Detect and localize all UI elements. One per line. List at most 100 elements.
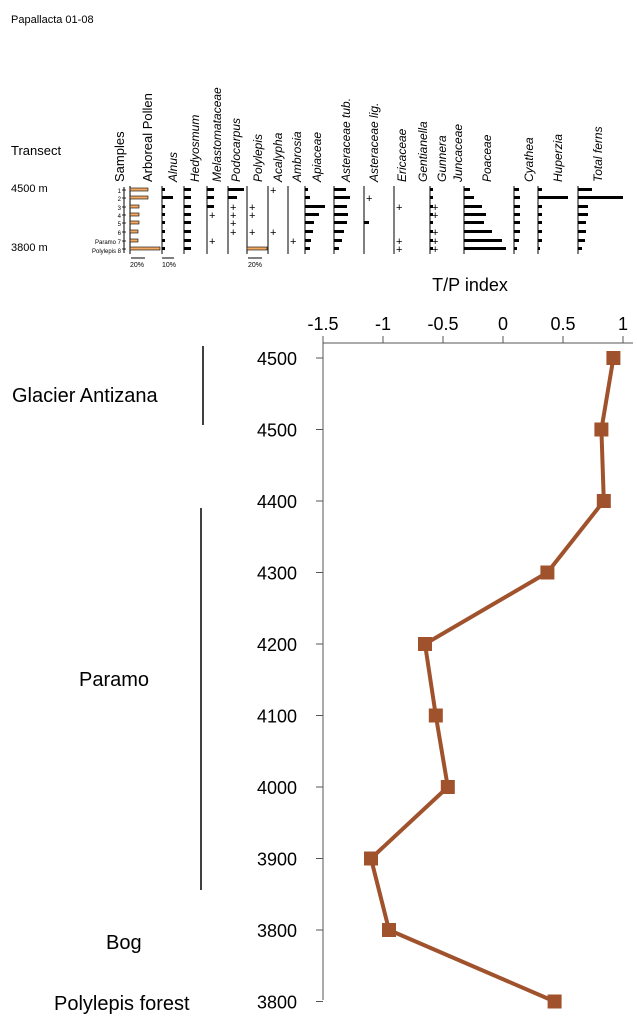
pollen-bar bbox=[578, 230, 586, 233]
pollen-bar bbox=[129, 212, 140, 217]
pollen-presence-mark: + bbox=[396, 236, 402, 248]
pollen-bar bbox=[184, 247, 191, 250]
pollen-presence-mark: + bbox=[432, 210, 438, 222]
y-tick-label: 3900 bbox=[257, 850, 297, 870]
x-tick-label: -1.5 bbox=[307, 314, 338, 334]
pollen-bar bbox=[364, 221, 369, 224]
data-point-marker bbox=[594, 422, 609, 437]
pollen-bar bbox=[162, 205, 165, 208]
data-point-marker bbox=[596, 494, 611, 508]
pollen-bar bbox=[162, 221, 165, 224]
pollen-bar bbox=[228, 196, 237, 199]
pollen-bar bbox=[334, 230, 344, 233]
pollen-bar bbox=[184, 188, 191, 191]
pollen-presence-mark: + bbox=[209, 210, 215, 222]
taxon-header-arboreal-pollen: Arboreal Pollen bbox=[140, 93, 155, 182]
pollen-bar bbox=[184, 239, 191, 242]
pollen-bar bbox=[430, 247, 433, 250]
sample-label: 1 bbox=[118, 189, 122, 195]
pollen-bar bbox=[334, 188, 346, 191]
pollen-bar bbox=[578, 213, 588, 216]
y-tick-label: 3800 bbox=[257, 921, 297, 941]
pollen-bar bbox=[514, 247, 517, 250]
data-point-marker bbox=[606, 351, 621, 365]
taxon-header-podocarpus: Podocarpus bbox=[229, 118, 243, 182]
pollen-bar bbox=[578, 247, 582, 250]
pollen-bar bbox=[514, 196, 520, 199]
y-tick-label: 4300 bbox=[257, 564, 297, 584]
taxon-header-ambrosia: Ambrosia bbox=[290, 131, 304, 183]
pollen-bar bbox=[334, 205, 347, 208]
site-title: Papallacta 01-08 bbox=[11, 14, 94, 26]
zone-label-bog: Bog bbox=[106, 932, 142, 954]
pollen-presence-mark: + bbox=[249, 227, 255, 239]
y-tick-label: 4400 bbox=[257, 492, 297, 512]
y-tick-label: 4500 bbox=[257, 349, 297, 369]
pollen-bar bbox=[162, 188, 165, 191]
pollen-presence-mark: + bbox=[209, 236, 215, 248]
sample-label: 4 bbox=[118, 214, 122, 220]
y-tick-label: 4500 bbox=[257, 421, 297, 441]
pollen-bar bbox=[538, 196, 568, 199]
tp-index-series bbox=[364, 351, 621, 1009]
pollen-bar bbox=[334, 247, 339, 250]
pollen-bar bbox=[334, 221, 347, 224]
pollen-bar bbox=[538, 213, 542, 216]
pollen-presence-mark: + bbox=[230, 227, 236, 239]
pollen-bar bbox=[514, 188, 519, 191]
sample-label: 3 bbox=[118, 206, 122, 212]
pollen-presence-mark: + bbox=[249, 202, 255, 214]
sample-label: 5 bbox=[118, 222, 122, 228]
pollen-bar bbox=[162, 230, 165, 233]
pollen-bar bbox=[430, 213, 433, 216]
scale-label: 10% bbox=[162, 262, 176, 269]
x-tick-label: 0 bbox=[498, 314, 508, 334]
pollen-presence-mark: + bbox=[230, 210, 236, 222]
x-tick-label: 1 bbox=[618, 314, 628, 334]
data-point-marker bbox=[428, 708, 443, 723]
pollen-bar bbox=[464, 230, 492, 233]
pollen-bar bbox=[514, 221, 520, 224]
pollen-bar bbox=[305, 196, 310, 199]
pollen-bar bbox=[514, 239, 519, 242]
pollen-presence-mark: + bbox=[432, 236, 438, 248]
sample-label: 6 bbox=[118, 231, 122, 237]
data-point-marker bbox=[418, 637, 432, 651]
sample-label: Paramo 7 bbox=[95, 240, 122, 246]
pollen-bar bbox=[162, 196, 173, 199]
data-point-marker bbox=[547, 994, 562, 1009]
pollen-bar bbox=[162, 213, 165, 216]
pollen-bar bbox=[464, 213, 486, 216]
pollen-bar bbox=[305, 205, 325, 208]
pollen-bar bbox=[305, 239, 311, 242]
pollen-presence-mark: + bbox=[230, 218, 236, 230]
x-axis: -1.5 -1 -0.5 0 0.5 1 bbox=[307, 314, 633, 344]
pollen-diagram-bars: +++++++++++++++++++++ bbox=[122, 185, 623, 256]
pollen-bar bbox=[334, 239, 342, 242]
series-line bbox=[369, 357, 616, 1004]
pollen-bar bbox=[538, 221, 542, 224]
pollen-bar bbox=[207, 188, 214, 191]
pollen-bar bbox=[430, 230, 433, 233]
sample-label: 2 bbox=[118, 197, 122, 203]
sample-label: Polylepis 8 bbox=[92, 249, 122, 255]
pollen-bar bbox=[207, 205, 214, 208]
pollen-bar bbox=[464, 239, 502, 242]
pollen-bar bbox=[129, 246, 161, 251]
pollen-bar bbox=[228, 188, 244, 191]
pollen-presence-mark: + bbox=[432, 202, 438, 214]
taxon-header-gunnera: Gunnera bbox=[435, 135, 449, 182]
pollen-presence-mark: + bbox=[432, 227, 438, 239]
pollen-bar bbox=[305, 247, 310, 250]
pollen-bar bbox=[578, 196, 623, 199]
taxon-header-apiaceae: Apiaceae bbox=[310, 132, 324, 183]
pollen-bar bbox=[464, 247, 506, 250]
pollen-bar bbox=[430, 221, 433, 224]
pollen-bar bbox=[305, 230, 313, 233]
pollen-presence-mark: + bbox=[396, 244, 402, 256]
pollen-bar bbox=[578, 221, 586, 224]
altitude-top-label: 4500 m bbox=[11, 183, 48, 195]
pollen-bar bbox=[129, 220, 140, 225]
pollen-bar bbox=[430, 188, 433, 191]
pollen-bar bbox=[184, 221, 191, 224]
